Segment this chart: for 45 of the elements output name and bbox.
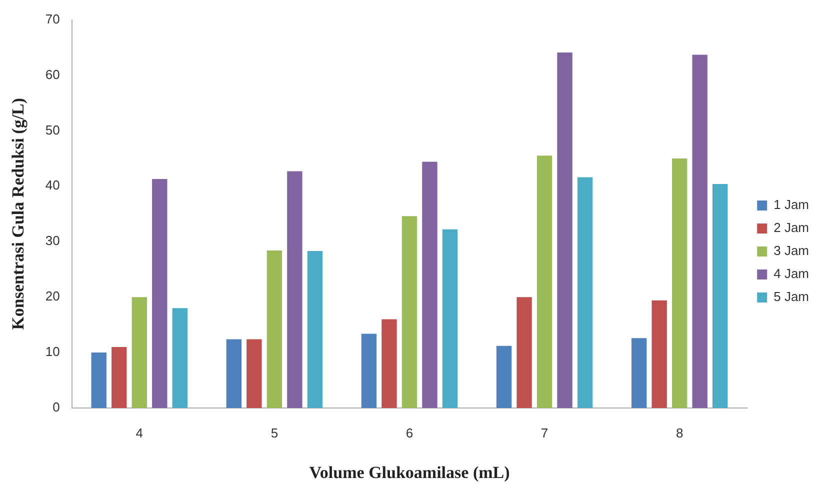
y-tick-label: 0 xyxy=(52,400,60,415)
bar xyxy=(112,346,127,408)
bar xyxy=(402,216,418,408)
bar xyxy=(361,334,377,408)
y-tick-label: 20 xyxy=(45,288,60,304)
bar xyxy=(692,54,708,408)
bar xyxy=(172,308,188,408)
x-tick-label: 6 xyxy=(406,425,414,440)
y-tick-label: 30 xyxy=(45,233,60,248)
legend-label: 1 Jam xyxy=(774,197,810,212)
bar xyxy=(226,339,242,408)
bar xyxy=(631,338,647,408)
bar xyxy=(287,171,302,408)
y-axis-title: Konsentrasi Gula Reduksi (g/L) xyxy=(8,98,28,330)
legend-label: 4 Jam xyxy=(774,266,810,282)
bar xyxy=(672,158,688,408)
bar xyxy=(382,319,397,408)
bar xyxy=(536,156,552,408)
bar xyxy=(496,346,512,408)
legend-label: 3 Jam xyxy=(774,243,810,258)
x-axis-title: Volume Glukoamilase (mL) xyxy=(309,463,510,482)
y-tick-label: 60 xyxy=(45,66,60,82)
x-tick-label: 7 xyxy=(540,425,548,440)
bar xyxy=(577,177,593,408)
legend-label: 5 Jam xyxy=(774,289,810,304)
bar xyxy=(132,297,147,408)
x-tick-label: 5 xyxy=(270,425,278,440)
x-tick-label: 4 xyxy=(136,425,143,440)
y-tick-label: 40 xyxy=(45,178,60,193)
legend-label: 2 Jam xyxy=(774,220,810,236)
y-tick-label: 50 xyxy=(45,122,60,138)
bar xyxy=(91,352,106,408)
y-tick-label: 10 xyxy=(45,344,60,360)
bar xyxy=(557,52,572,408)
bar xyxy=(307,251,323,408)
bar xyxy=(152,178,168,408)
x-tick-label: 8 xyxy=(676,425,684,440)
y-tick-label: 70 xyxy=(45,11,60,26)
bar xyxy=(266,250,282,408)
bar xyxy=(422,162,438,408)
bar xyxy=(442,229,458,408)
bar xyxy=(246,339,262,408)
bar xyxy=(652,300,667,408)
bar xyxy=(516,297,532,408)
bar xyxy=(712,184,728,408)
